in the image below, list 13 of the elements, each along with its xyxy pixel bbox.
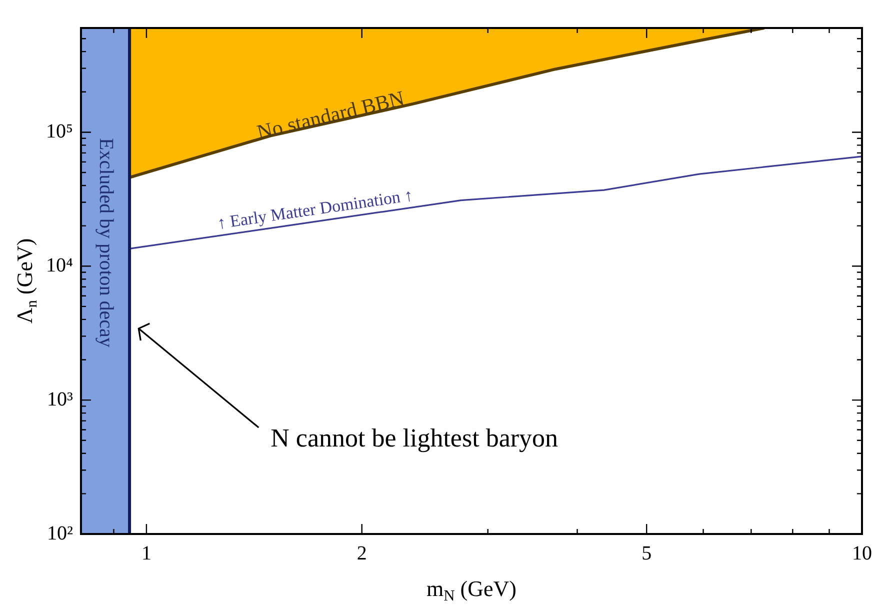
annotation: ↑ Early Matter Domination ↑ [216, 185, 414, 233]
x-tick-label: 5 [642, 542, 652, 564]
band-label: Excluded by proton decay [95, 138, 118, 348]
annotation: N cannot be lightest baryon [270, 423, 558, 452]
x-tick-label: 1 [141, 542, 152, 564]
x-tick-label: 2 [356, 542, 367, 564]
x-tick-label: 10 [852, 542, 872, 564]
y-tick-label: 10² [46, 522, 73, 544]
annotation: No standard BBN [254, 86, 407, 144]
y-tick-label: 10³ [46, 388, 73, 410]
y-axis-title: Λn (GeV) [12, 238, 41, 324]
y-tick-label: 10⁴ [46, 254, 73, 276]
y-tick-label: 10⁵ [46, 120, 73, 142]
